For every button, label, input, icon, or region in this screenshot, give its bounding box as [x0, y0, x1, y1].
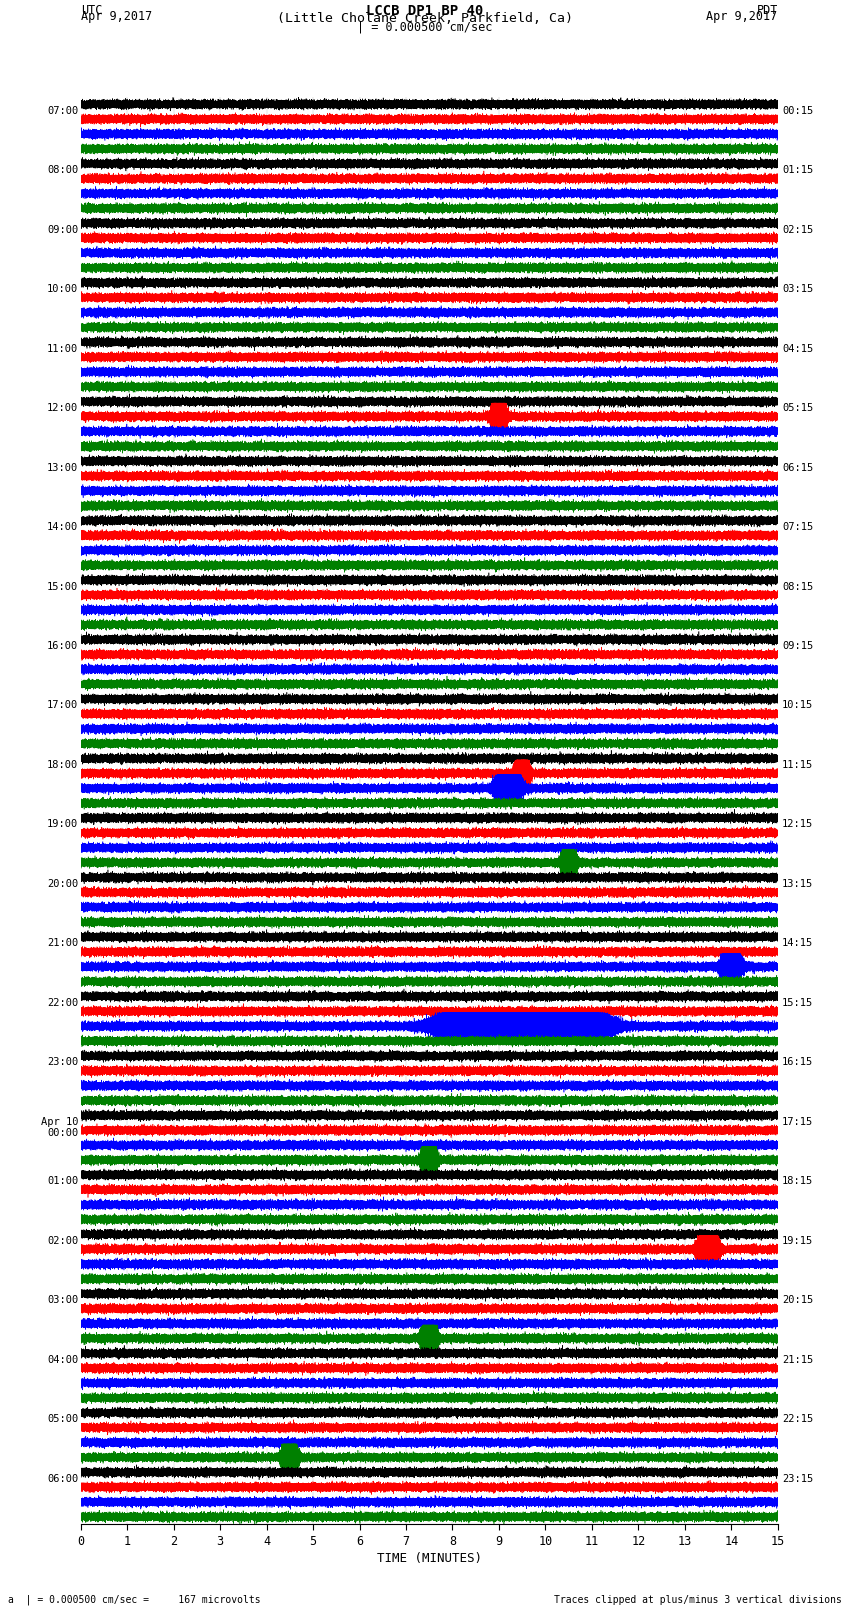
Text: 08:15: 08:15 [782, 582, 813, 592]
Text: 01:15: 01:15 [782, 165, 813, 176]
Text: 18:15: 18:15 [782, 1176, 813, 1186]
Text: 10:15: 10:15 [782, 700, 813, 710]
Text: 11:00: 11:00 [47, 344, 78, 353]
Text: 17:15: 17:15 [782, 1116, 813, 1127]
Text: 13:15: 13:15 [782, 879, 813, 889]
Text: 09:00: 09:00 [47, 224, 78, 234]
Text: 07:15: 07:15 [782, 523, 813, 532]
Text: 13:00: 13:00 [47, 463, 78, 473]
Text: 23:00: 23:00 [47, 1058, 78, 1068]
Text: (Little Cholane Creek, Parkfield, Ca): (Little Cholane Creek, Parkfield, Ca) [277, 11, 573, 26]
Text: 15:15: 15:15 [782, 998, 813, 1008]
Text: 05:15: 05:15 [782, 403, 813, 413]
Text: 12:15: 12:15 [782, 819, 813, 829]
Text: 19:00: 19:00 [47, 819, 78, 829]
Text: 06:15: 06:15 [782, 463, 813, 473]
Text: 16:15: 16:15 [782, 1058, 813, 1068]
Text: 10:00: 10:00 [47, 284, 78, 294]
Text: 07:00: 07:00 [47, 106, 78, 116]
Text: Traces clipped at plus/minus 3 vertical divisions: Traces clipped at plus/minus 3 vertical … [553, 1595, 842, 1605]
Text: 20:15: 20:15 [782, 1295, 813, 1305]
Text: 14:00: 14:00 [47, 523, 78, 532]
Text: 22:00: 22:00 [47, 998, 78, 1008]
Text: 19:15: 19:15 [782, 1236, 813, 1245]
Text: 12:00: 12:00 [47, 403, 78, 413]
Text: 23:15: 23:15 [782, 1474, 813, 1484]
Text: 02:15: 02:15 [782, 224, 813, 234]
Text: 21:15: 21:15 [782, 1355, 813, 1365]
Text: UTC: UTC [81, 5, 102, 18]
Text: Apr 9,2017: Apr 9,2017 [706, 11, 778, 24]
Text: 04:00: 04:00 [47, 1355, 78, 1365]
Text: 11:15: 11:15 [782, 760, 813, 769]
X-axis label: TIME (MINUTES): TIME (MINUTES) [377, 1552, 482, 1565]
Text: 09:15: 09:15 [782, 640, 813, 652]
Text: 06:00: 06:00 [47, 1474, 78, 1484]
Text: 15:00: 15:00 [47, 582, 78, 592]
Text: 00:15: 00:15 [782, 106, 813, 116]
Text: 03:15: 03:15 [782, 284, 813, 294]
Text: 18:00: 18:00 [47, 760, 78, 769]
Text: Apr 10
00:00: Apr 10 00:00 [41, 1116, 78, 1139]
Text: 01:00: 01:00 [47, 1176, 78, 1186]
Text: PDT: PDT [756, 5, 778, 18]
Text: a  | = 0.000500 cm/sec =     167 microvolts: a | = 0.000500 cm/sec = 167 microvolts [8, 1594, 261, 1605]
Text: 03:00: 03:00 [47, 1295, 78, 1305]
Text: 08:00: 08:00 [47, 165, 78, 176]
Text: 14:15: 14:15 [782, 939, 813, 948]
Text: LCCB DP1 BP 40: LCCB DP1 BP 40 [366, 5, 484, 18]
Text: 20:00: 20:00 [47, 879, 78, 889]
Text: 16:00: 16:00 [47, 640, 78, 652]
Text: 21:00: 21:00 [47, 939, 78, 948]
Text: Apr 9,2017: Apr 9,2017 [81, 11, 152, 24]
Text: 05:00: 05:00 [47, 1415, 78, 1424]
Text: | = 0.000500 cm/sec: | = 0.000500 cm/sec [357, 19, 493, 34]
Text: 02:00: 02:00 [47, 1236, 78, 1245]
Text: 17:00: 17:00 [47, 700, 78, 710]
Text: 04:15: 04:15 [782, 344, 813, 353]
Text: 22:15: 22:15 [782, 1415, 813, 1424]
